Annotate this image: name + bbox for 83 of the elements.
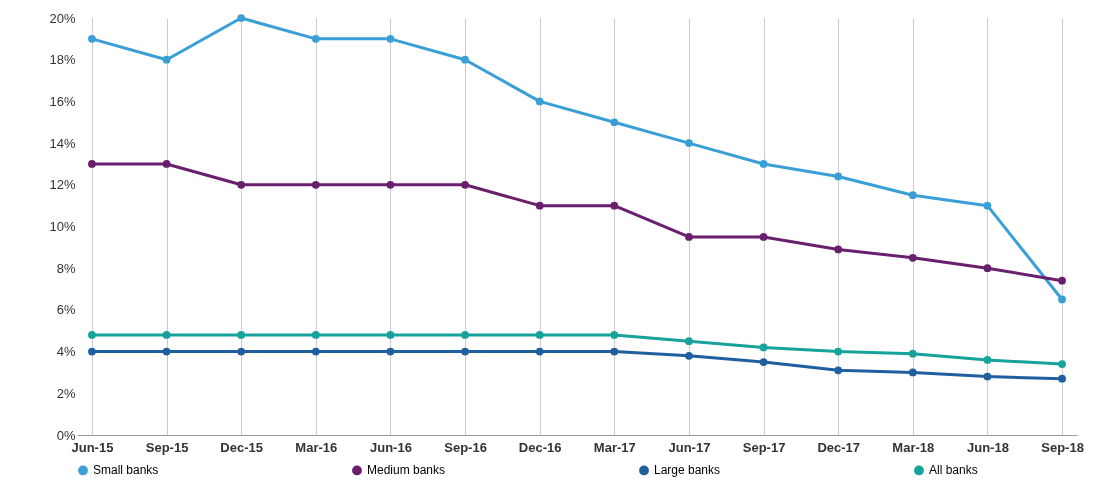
legend-label: All banks xyxy=(929,463,978,478)
point xyxy=(311,331,320,339)
y-tick-label: 4% xyxy=(56,344,76,360)
x-tick-label: Sep-18 xyxy=(1041,439,1084,455)
point xyxy=(685,351,693,360)
point xyxy=(610,347,619,356)
y-tick-label: 14% xyxy=(49,135,76,151)
x-tick-label: Dec-17 xyxy=(817,439,861,455)
point xyxy=(1058,360,1066,368)
point xyxy=(759,358,768,366)
point xyxy=(162,55,171,64)
point xyxy=(386,331,395,339)
y-tick-label: 12% xyxy=(49,177,76,193)
y-tick-label: 8% xyxy=(56,260,76,276)
x-tick-label: Mar-17 xyxy=(593,439,636,455)
point xyxy=(88,34,96,43)
point xyxy=(908,191,917,200)
point xyxy=(685,337,693,346)
point xyxy=(311,180,320,189)
point xyxy=(983,201,992,210)
point xyxy=(685,139,693,147)
point xyxy=(88,331,96,339)
point xyxy=(461,55,469,64)
point xyxy=(610,331,619,339)
point xyxy=(759,160,768,168)
point xyxy=(237,14,246,22)
point xyxy=(461,331,469,339)
point xyxy=(908,368,917,377)
point xyxy=(1058,374,1066,383)
legend-label: Large banks xyxy=(654,463,721,478)
point xyxy=(237,331,246,339)
point xyxy=(237,180,246,189)
point xyxy=(461,347,469,356)
point xyxy=(983,372,992,381)
point xyxy=(162,160,171,168)
point xyxy=(834,347,843,356)
point xyxy=(1058,295,1066,304)
point xyxy=(834,366,843,375)
point xyxy=(610,118,619,127)
point xyxy=(535,347,544,356)
y-tick-label: 16% xyxy=(49,93,76,109)
point xyxy=(834,172,843,181)
point xyxy=(759,233,768,241)
x-tick-label: Sep-15 xyxy=(145,439,189,455)
point xyxy=(983,356,992,364)
x-tick-label: Mar-16 xyxy=(295,439,338,455)
x-tick-label: Jun-18 xyxy=(966,439,1009,455)
y-tick-label: 18% xyxy=(49,52,76,68)
point xyxy=(535,201,544,210)
y-tick-label: 2% xyxy=(56,385,76,401)
point xyxy=(386,34,395,43)
point xyxy=(983,264,992,273)
y-tick-label: 20% xyxy=(49,10,76,26)
point xyxy=(461,180,469,189)
point xyxy=(237,347,246,356)
point xyxy=(386,180,395,189)
x-tick-label: Sep-17 xyxy=(742,439,786,455)
y-tick-label: 10% xyxy=(49,219,76,234)
x-tick-label: Jun-16 xyxy=(369,439,412,455)
point xyxy=(834,245,843,254)
point xyxy=(759,343,768,352)
point xyxy=(908,253,917,262)
x-tick-label: Dec-16 xyxy=(518,439,562,455)
x-tick-label: Dec-15 xyxy=(220,439,263,455)
point xyxy=(88,160,96,168)
point xyxy=(162,347,171,356)
point xyxy=(311,34,320,43)
point xyxy=(535,331,544,339)
point xyxy=(535,97,544,106)
point xyxy=(685,233,693,241)
x-tick-label: Sep-16 xyxy=(444,439,487,455)
point xyxy=(311,347,320,356)
point xyxy=(1058,276,1066,285)
point xyxy=(88,347,96,356)
point xyxy=(610,201,619,210)
x-tick-label: Mar-18 xyxy=(892,439,935,455)
x-tick-label: Jun-17 xyxy=(668,439,711,455)
point xyxy=(162,331,171,339)
legend-label: Medium banks xyxy=(367,463,446,478)
legend-label: Small banks xyxy=(93,463,159,478)
y-tick-label: 6% xyxy=(56,302,76,318)
point xyxy=(386,347,395,356)
point xyxy=(908,349,917,358)
